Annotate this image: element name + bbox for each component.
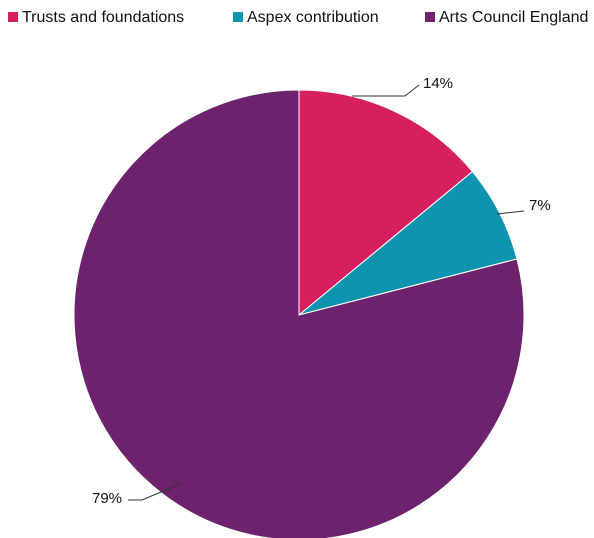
legend-swatch xyxy=(8,12,18,22)
leader-line xyxy=(352,84,420,97)
leader-line xyxy=(128,483,181,501)
legend-label: Arts Council England xyxy=(439,9,588,26)
data-label-arts-council-england: 79% xyxy=(92,483,181,507)
legend-item-arts-council-england: Arts Council England xyxy=(425,9,588,26)
pie-slice-trusts-and-foundations xyxy=(298,89,474,317)
data-labels: 14% 7% 79% xyxy=(92,75,551,507)
leader-line xyxy=(496,210,525,215)
legend-item-trusts-and-foundations: Trusts and foundations xyxy=(8,9,184,26)
data-label-trusts-and-foundations: 14% xyxy=(352,75,453,97)
data-label-aspex-contribution: 7% xyxy=(496,197,551,215)
legend-swatch xyxy=(233,12,243,22)
pie-slice-arts-council-england xyxy=(73,89,525,538)
legend-swatch xyxy=(425,12,435,22)
legend-label: Trusts and foundations xyxy=(22,9,184,26)
data-label-text: 14% xyxy=(423,75,453,92)
legend-item-aspex-contribution: Aspex contribution xyxy=(233,9,379,26)
legend-label: Aspex contribution xyxy=(247,9,379,26)
legend: Trusts and foundations Aspex contribution… xyxy=(8,9,588,26)
data-label-text: 7% xyxy=(529,197,551,214)
pie-slices xyxy=(73,89,525,538)
data-label-text: 79% xyxy=(92,490,122,507)
